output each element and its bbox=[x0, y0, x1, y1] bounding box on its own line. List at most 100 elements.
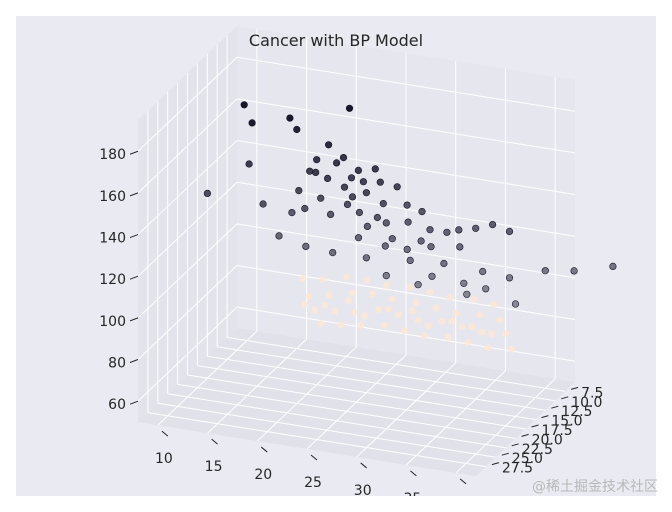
z-tick-label: 140 bbox=[99, 231, 126, 247]
grid-line-y-floor bbox=[197, 365, 536, 421]
observed-point bbox=[324, 174, 332, 182]
observed-point bbox=[404, 218, 412, 226]
observed-point bbox=[301, 204, 309, 213]
y-tick-label: 22.5 bbox=[522, 442, 553, 458]
observed-point bbox=[456, 243, 464, 251]
observed-point bbox=[240, 101, 248, 109]
observed-point bbox=[259, 200, 267, 208]
grid-line-y-floor bbox=[187, 374, 526, 430]
observed-point bbox=[403, 245, 411, 253]
surface-point bbox=[400, 327, 408, 335]
observed-point bbox=[489, 221, 497, 229]
surface-point bbox=[426, 288, 434, 296]
observed-point bbox=[203, 189, 211, 197]
observed-point bbox=[340, 183, 349, 191]
observed-point bbox=[333, 159, 341, 167]
grid-line-z-back bbox=[236, 265, 576, 321]
surface-point bbox=[488, 330, 496, 338]
observed-point bbox=[347, 174, 356, 182]
y-tick bbox=[501, 452, 509, 456]
observed-point bbox=[248, 119, 256, 127]
observed-point bbox=[427, 243, 435, 251]
tick-marks bbox=[129, 150, 579, 485]
surface-point bbox=[420, 332, 428, 340]
y-tick bbox=[521, 433, 529, 437]
surface-point bbox=[470, 295, 478, 303]
surface-point bbox=[299, 274, 307, 283]
x-tick bbox=[360, 462, 368, 469]
observed-point bbox=[354, 234, 363, 242]
surface-point bbox=[412, 299, 420, 307]
observed-point bbox=[302, 242, 310, 250]
observed-point bbox=[443, 228, 451, 236]
observed-point bbox=[382, 219, 390, 227]
observed-point bbox=[306, 167, 314, 175]
grid-line-y-floor bbox=[157, 402, 496, 458]
z-tick-label: 100 bbox=[99, 314, 126, 330]
z-tick-label: 160 bbox=[99, 189, 126, 205]
surface-point bbox=[458, 323, 466, 331]
surface-point bbox=[337, 321, 345, 329]
observed-point bbox=[327, 210, 335, 218]
surface-point bbox=[331, 307, 339, 315]
observed-point bbox=[460, 279, 468, 287]
z-tick bbox=[129, 150, 139, 155]
surface-point bbox=[348, 289, 357, 297]
observed-point bbox=[570, 267, 578, 275]
observed-point bbox=[343, 200, 352, 208]
surface-point bbox=[476, 311, 484, 319]
observed-point bbox=[505, 274, 514, 282]
observed-point bbox=[393, 183, 401, 191]
surface-point bbox=[394, 311, 402, 319]
observed-point bbox=[388, 235, 396, 243]
surface-point bbox=[444, 333, 452, 341]
surface-point bbox=[490, 300, 498, 308]
x-tick-label: 15 bbox=[205, 459, 223, 475]
surface-point bbox=[350, 308, 359, 316]
tick-labels: 101520253035407.510.012.515.017.520.022.… bbox=[99, 147, 603, 512]
z-tick-label: 80 bbox=[108, 356, 126, 372]
z-tick bbox=[129, 275, 139, 280]
surface-point bbox=[305, 292, 313, 300]
y-tick-label: 7.5 bbox=[581, 385, 603, 401]
watermark: @稀土掘金技术社区 bbox=[532, 479, 658, 495]
grid-line-z-back bbox=[236, 140, 576, 196]
observed-point bbox=[313, 156, 321, 164]
observed-point bbox=[406, 256, 414, 264]
observed-point bbox=[348, 193, 357, 201]
observed-point bbox=[455, 226, 463, 234]
z-tick-label: 60 bbox=[108, 397, 126, 413]
surface-point bbox=[408, 307, 416, 315]
observed-point bbox=[293, 125, 301, 134]
observed-point bbox=[245, 160, 253, 168]
observed-point bbox=[295, 187, 303, 195]
grid-line-z-back bbox=[236, 98, 576, 154]
surface-point bbox=[368, 290, 376, 298]
surface-point bbox=[384, 305, 392, 313]
surface-point bbox=[424, 322, 432, 330]
observed-point bbox=[440, 259, 448, 268]
observed-point bbox=[479, 267, 487, 276]
x-tick bbox=[161, 430, 169, 437]
y-tick bbox=[561, 396, 569, 400]
surface-point bbox=[382, 281, 390, 289]
observed-point bbox=[472, 224, 480, 232]
data-points bbox=[203, 101, 617, 353]
surface-point bbox=[484, 344, 492, 352]
y-tick-label: 10.0 bbox=[571, 395, 602, 411]
x-tick bbox=[459, 478, 467, 485]
observed-point bbox=[505, 227, 514, 235]
observed-point bbox=[317, 194, 325, 202]
grid-line-y-floor bbox=[207, 355, 546, 411]
surface-point bbox=[374, 306, 382, 314]
grid-line-z-side bbox=[137, 140, 238, 235]
surface-point bbox=[452, 309, 460, 317]
grid-line-z-side bbox=[137, 181, 238, 277]
y-tick-label: 12.5 bbox=[561, 404, 592, 420]
observed-point bbox=[363, 222, 372, 230]
grid-line-z-back bbox=[236, 181, 576, 237]
observed-point bbox=[339, 154, 348, 162]
observed-point bbox=[414, 281, 422, 289]
observed-point bbox=[609, 262, 617, 270]
observed-point bbox=[286, 114, 294, 122]
